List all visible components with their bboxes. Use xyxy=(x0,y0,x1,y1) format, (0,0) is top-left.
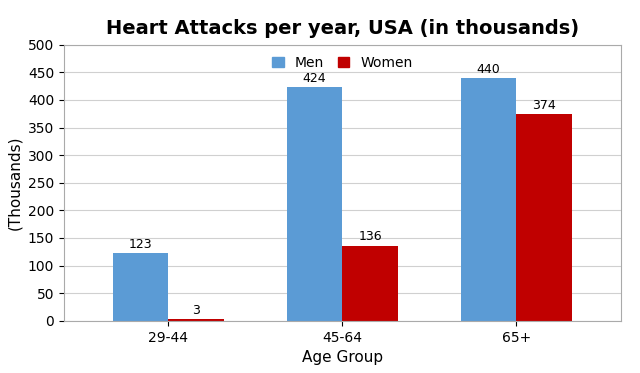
Legend: Men, Women: Men, Women xyxy=(268,52,417,74)
Text: 3: 3 xyxy=(192,304,200,317)
Title: Heart Attacks per year, USA (in thousands): Heart Attacks per year, USA (in thousand… xyxy=(106,19,579,38)
Bar xyxy=(516,114,572,321)
Text: 374: 374 xyxy=(532,99,556,112)
Text: 440: 440 xyxy=(477,63,500,76)
Bar xyxy=(113,253,168,321)
Text: 424: 424 xyxy=(303,72,326,85)
Text: 123: 123 xyxy=(129,238,152,251)
Bar xyxy=(287,87,342,321)
Bar xyxy=(168,319,224,321)
Bar xyxy=(461,78,516,321)
Text: 136: 136 xyxy=(358,231,382,244)
Y-axis label: (Thousands): (Thousands) xyxy=(7,135,22,230)
X-axis label: Age Group: Age Group xyxy=(302,350,383,365)
Bar xyxy=(342,246,398,321)
